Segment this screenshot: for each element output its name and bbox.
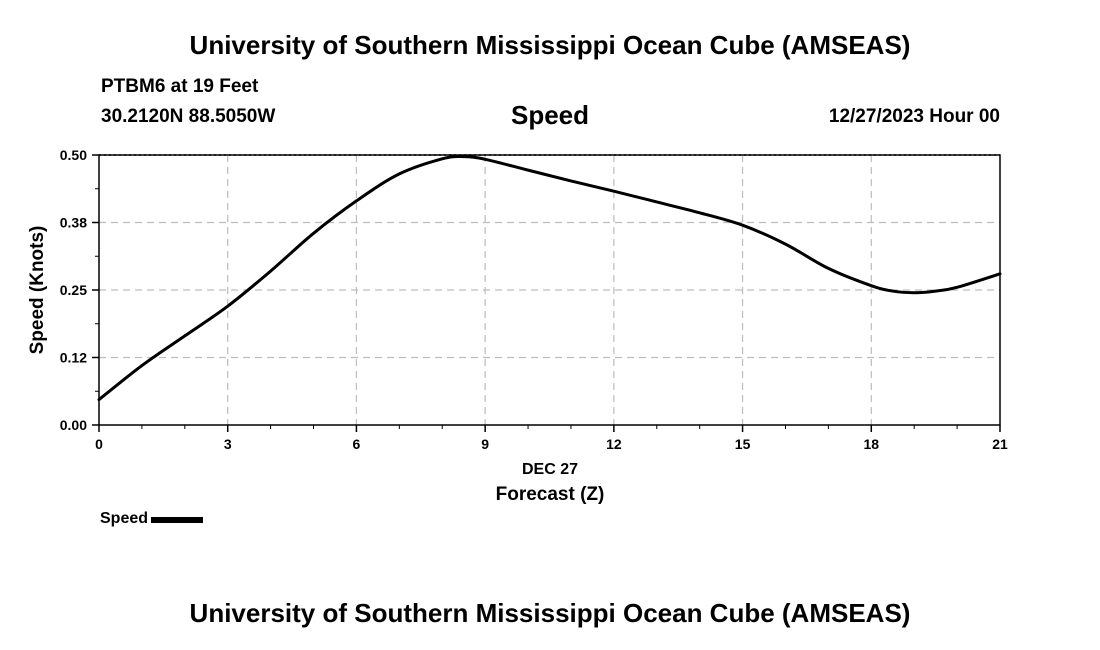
x-tick-label: 21 (992, 436, 1008, 452)
y-tick-label: 0.38 (60, 215, 87, 231)
tick-label-layer: 0 3 6 9 12 15 18 21 0.00 0.12 0.25 0.38 0.50 (60, 147, 1008, 452)
speed-series-line (97, 155, 1002, 402)
x-axis-title: Forecast (Z) (496, 484, 605, 505)
x-tick-label: 18 (863, 436, 879, 452)
y-tick-label: 0.00 (60, 417, 87, 433)
x-tick-label: 0 (95, 436, 103, 452)
x-tick-label: 12 (606, 436, 622, 452)
y-tick-label: 0.50 (60, 147, 87, 163)
y-tick-label: 0.12 (60, 350, 87, 366)
tick-layer (92, 154, 1001, 432)
legend-label: Speed (100, 510, 149, 527)
y-tick-label: 0.25 (60, 282, 87, 298)
station-label: PTBM6 at 19 Feet (101, 76, 259, 97)
y-axis-title: Speed (Knots) (27, 226, 48, 355)
chart-title-top: University of Southern Mississippi Ocean… (189, 30, 911, 60)
x-tick-label: 9 (481, 436, 489, 452)
x-tick-label: 3 (224, 436, 232, 452)
coordinates-label: 30.2120N 88.5050W (101, 106, 276, 127)
legend: Speed (100, 510, 204, 528)
legend-line-swatch (151, 517, 204, 523)
variable-title: Speed (510, 100, 590, 130)
x-axis-date-label: DEC 27 (522, 461, 578, 478)
grid-layer (99, 155, 1000, 425)
chart-title-bottom: University of Southern Mississippi Ocean… (189, 598, 911, 628)
x-tick-label: 6 (353, 436, 361, 452)
x-tick-label: 15 (735, 436, 751, 452)
forecast-datetime: 12/27/2023 Hour 00 (828, 106, 1000, 127)
